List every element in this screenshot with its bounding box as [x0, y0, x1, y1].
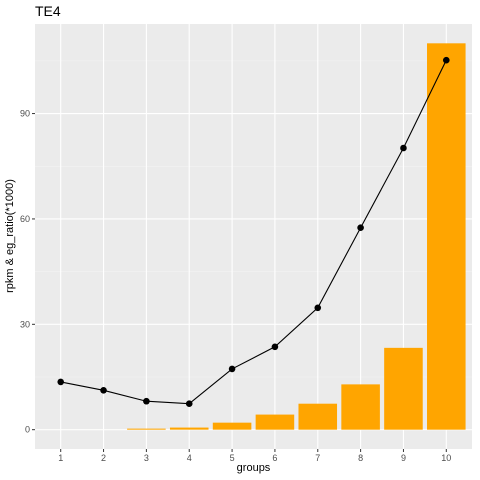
y-tick-label: 0 [25, 425, 30, 435]
bar [169, 427, 209, 430]
x-axis-title: groups [237, 462, 271, 474]
x-tick-label: 10 [441, 453, 451, 463]
y-tick-label: 60 [20, 214, 30, 224]
chart-title: TE4 [35, 3, 61, 19]
data-point [57, 378, 65, 386]
x-tick-label: 8 [358, 453, 363, 463]
bar [255, 414, 295, 430]
data-point [442, 56, 450, 64]
bar [427, 43, 466, 430]
x-tick-label: 7 [315, 453, 320, 463]
x-tick-label: 9 [401, 453, 406, 463]
bar [212, 422, 252, 430]
y-tick-label: 30 [20, 319, 30, 329]
x-axis-ticks: 1 2 3 4 5 6 7 8 9 10 [58, 449, 451, 463]
y-axis-title: rpkm & eg_ratio(*1000) [4, 179, 16, 293]
bar-series [41, 43, 466, 430]
x-tick-label: 2 [101, 453, 106, 463]
data-point [314, 304, 322, 312]
data-point [400, 144, 407, 152]
data-point [185, 400, 193, 407]
x-tick-label: 3 [144, 453, 149, 463]
bar [127, 428, 166, 430]
bar [384, 347, 423, 430]
data-point [271, 343, 279, 351]
data-point [100, 387, 107, 394]
line-series [57, 56, 450, 407]
data-point [357, 224, 364, 232]
x-tick-label: 6 [272, 453, 277, 463]
y-tick-label: 90 [20, 109, 30, 119]
bar [341, 384, 380, 430]
data-point [143, 397, 150, 405]
y-axis-ticks: 0 30 60 90 [20, 109, 35, 435]
bar [298, 403, 338, 430]
data-point [228, 365, 236, 373]
x-tick-label: 5 [230, 453, 235, 463]
series-line [60, 59, 447, 405]
x-tick-label: 1 [58, 453, 63, 463]
x-tick-label: 4 [187, 453, 192, 463]
